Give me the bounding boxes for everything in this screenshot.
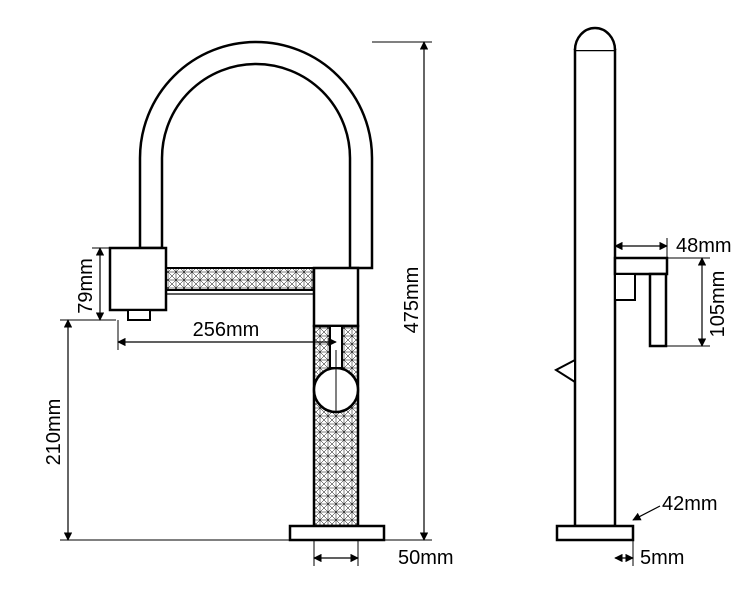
spout-head (110, 248, 166, 310)
gooseneck-tube (140, 42, 372, 268)
dim-handle-width: 48mm (615, 235, 732, 258)
dim-lower-height: 210mm (43, 320, 290, 540)
dim-spout-height-label: 79mm (75, 258, 97, 314)
side-base (557, 526, 633, 540)
dim-reach: 256mm (118, 319, 336, 412)
dim-base-plate-label: 5mm (640, 547, 684, 569)
side-nozzle (556, 360, 575, 382)
dim-base-out: 42mm (633, 493, 718, 520)
dim-base-plate: 5mm (615, 540, 684, 569)
body-upper (314, 268, 358, 326)
spout-aerator (128, 310, 150, 320)
side-handle (615, 258, 667, 346)
side-view: 48mm 105mm 42mm 5mm (556, 28, 732, 569)
dim-spout-height: 79mm (75, 248, 110, 320)
technical-drawing: 475mm 210mm 79mm 256mm 50mm (0, 0, 748, 600)
dim-handle-drop-label: 105mm (707, 271, 729, 338)
dim-total-height: 475mm (372, 42, 432, 540)
base-plate (290, 526, 384, 540)
side-cap (575, 28, 615, 50)
dim-reach-label: 256mm (193, 319, 260, 341)
dim-handle-width-label: 48mm (676, 235, 732, 257)
side-column (575, 50, 615, 526)
dim-total-height-label: 475mm (401, 267, 423, 334)
dim-base-width: 50mm (314, 540, 454, 569)
dim-base-width-label: 50mm (398, 547, 454, 569)
dim-lower-height-label: 210mm (43, 399, 65, 466)
dim-handle-drop: 105mm (666, 258, 729, 346)
hose-sleeve (166, 268, 314, 290)
front-view: 475mm 210mm 79mm 256mm 50mm (43, 42, 454, 569)
dim-base-out-label: 42mm (662, 493, 718, 515)
